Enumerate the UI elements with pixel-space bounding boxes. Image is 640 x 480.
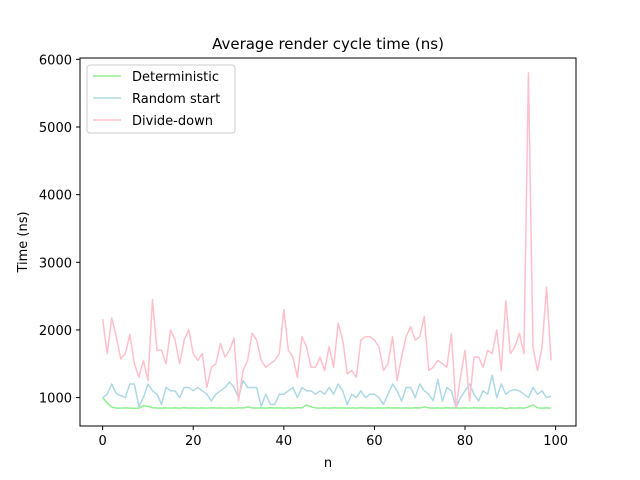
- legend-box: [86, 64, 236, 134]
- legend-label: Divide-down: [132, 114, 213, 129]
- x-tick-label: 100: [543, 434, 568, 449]
- series-line-random-start: [102, 374, 552, 409]
- y-tick-label: 5000: [39, 121, 72, 136]
- x-axis: 0 20 40 60 80 100: [99, 426, 568, 449]
- x-tick-label: 40: [276, 434, 293, 449]
- series-line-deterministic: [102, 397, 552, 410]
- x-tick-label: 60: [366, 434, 383, 449]
- x-tick-label: 0: [99, 434, 107, 449]
- plot-frame: [79, 57, 577, 427]
- chart-title: Average render cycle time (ns): [212, 35, 444, 53]
- y-axis: 1000 2000 3000 4000 5000 6000: [39, 53, 80, 407]
- x-tick-label: 20: [185, 434, 202, 449]
- series-line-divide-down: [101, 72, 552, 409]
- legend-label: Random start: [132, 92, 220, 107]
- y-tick-label: 2000: [39, 324, 72, 339]
- y-axis-label: Time (ns): [16, 211, 31, 273]
- plot-series: [101, 72, 552, 410]
- y-tick-label: 4000: [39, 189, 72, 204]
- legend: Deterministic Random start Divide-down: [86, 64, 236, 134]
- legend-label: Deterministic: [132, 70, 219, 85]
- y-tick-label: 6000: [39, 53, 72, 68]
- y-tick-label: 3000: [39, 256, 72, 271]
- x-axis-label: n: [324, 456, 332, 471]
- y-tick-label: 1000: [39, 392, 72, 407]
- x-tick-label: 80: [457, 434, 474, 449]
